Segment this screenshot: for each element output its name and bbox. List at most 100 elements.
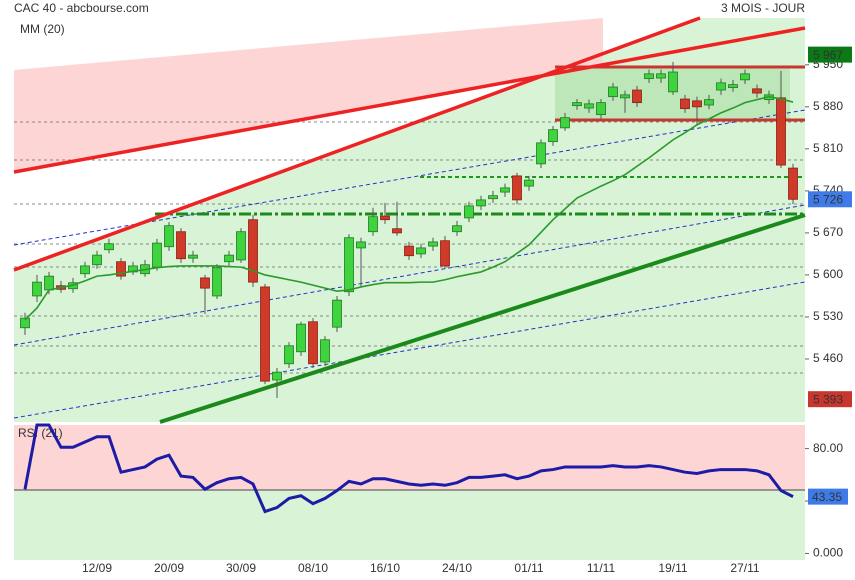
y-tick-label: 5 600 bbox=[813, 267, 843, 281]
x-tick-label: 27/11 bbox=[730, 561, 759, 575]
y-tick-label: 5 530 bbox=[813, 309, 843, 323]
candle-body bbox=[104, 243, 114, 251]
candle-body bbox=[320, 339, 330, 363]
level-badge bbox=[808, 391, 852, 408]
level-label: 5 726 bbox=[813, 192, 843, 206]
y-tick-label: 5 810 bbox=[813, 141, 843, 155]
candle-body bbox=[584, 103, 594, 109]
level-label: 5 393 bbox=[813, 392, 843, 406]
x-tick-label: 19/11 bbox=[658, 561, 687, 575]
candle-body bbox=[308, 321, 318, 365]
candle-body bbox=[200, 277, 210, 289]
candle-body bbox=[452, 225, 462, 233]
rsi-upper-zone bbox=[14, 425, 805, 490]
candle-body bbox=[680, 98, 690, 110]
candle-body bbox=[212, 267, 222, 297]
candle-body bbox=[368, 216, 378, 233]
candle-body bbox=[728, 84, 738, 89]
candle-body bbox=[344, 237, 354, 293]
trend-line-upper bbox=[13, 26, 806, 174]
candle-body bbox=[524, 179, 534, 187]
candle-body bbox=[332, 299, 342, 328]
zone-fill bbox=[14, 18, 603, 172]
value-badge bbox=[808, 488, 848, 505]
candle-body bbox=[644, 73, 654, 80]
moving-average-line bbox=[24, 95, 794, 321]
level-label: 5 967 bbox=[813, 48, 843, 62]
candle-body bbox=[428, 241, 438, 247]
x-tick-label: 30/09 bbox=[226, 561, 256, 575]
chart-title: CAC 40 - abcbourse.com bbox=[14, 1, 149, 15]
candle-body bbox=[500, 187, 510, 193]
x-tick-label: 16/10 bbox=[370, 561, 400, 575]
candle-body bbox=[116, 261, 126, 277]
candle-body bbox=[416, 247, 426, 255]
y-tick-label: 5 460 bbox=[813, 351, 843, 365]
level-badge bbox=[808, 46, 852, 63]
candle-body bbox=[548, 129, 558, 143]
candle-body bbox=[632, 89, 642, 104]
candle-body bbox=[188, 254, 198, 259]
x-tick-label: 08/10 bbox=[298, 561, 328, 575]
candle-body bbox=[560, 117, 570, 129]
candle-body bbox=[788, 167, 798, 200]
candle-body bbox=[80, 265, 90, 275]
candle-body bbox=[20, 317, 30, 329]
candle-body bbox=[704, 99, 714, 106]
candle-body bbox=[176, 231, 186, 260]
candle-body bbox=[248, 219, 258, 283]
candle-body bbox=[752, 88, 762, 94]
candle-body bbox=[380, 215, 390, 221]
candle-body bbox=[272, 371, 282, 381]
x-tick-label: 11/11 bbox=[587, 561, 616, 575]
candle-body bbox=[236, 231, 246, 261]
candle-body bbox=[512, 175, 522, 201]
candle-body bbox=[740, 73, 750, 81]
candle-body bbox=[284, 345, 294, 365]
candle-body bbox=[260, 286, 270, 382]
candle-body bbox=[44, 275, 54, 291]
y-tick-label: 5 880 bbox=[813, 99, 843, 113]
candle-body bbox=[476, 199, 486, 207]
x-tick-label: 24/10 bbox=[442, 561, 472, 575]
candle-body bbox=[464, 205, 474, 219]
candle-body bbox=[656, 73, 666, 79]
trend-line-upper bbox=[13, 16, 701, 272]
candle-body bbox=[776, 97, 786, 166]
value-label: 43.35 bbox=[812, 490, 842, 504]
candle-body bbox=[536, 142, 546, 165]
y-tick-label: 80.00 bbox=[813, 441, 843, 455]
x-tick-label: 20/09 bbox=[154, 561, 184, 575]
candle-body bbox=[620, 94, 630, 99]
level-badge bbox=[808, 191, 852, 208]
candle-body bbox=[224, 254, 234, 263]
rsi-lower-zone bbox=[14, 490, 805, 560]
candle-body bbox=[572, 102, 582, 107]
candle-body bbox=[32, 281, 42, 297]
candle-body bbox=[92, 254, 102, 266]
legend-entry: MM (20) bbox=[20, 22, 65, 36]
candle-body bbox=[296, 323, 306, 353]
candle-body bbox=[608, 86, 618, 98]
chart-subtitle: 3 MOIS - JOUR bbox=[721, 1, 805, 15]
trend-line bbox=[13, 204, 806, 346]
y-tick-label: 5 670 bbox=[813, 225, 843, 239]
candle-body bbox=[488, 195, 498, 200]
candle-body bbox=[404, 245, 414, 257]
candle-body bbox=[692, 100, 702, 108]
trend-line-lower bbox=[159, 213, 806, 424]
x-tick-label: 01/11 bbox=[514, 561, 543, 575]
candle-body bbox=[164, 225, 174, 248]
candle-body bbox=[668, 71, 678, 93]
candle-body bbox=[392, 228, 402, 234]
trend-line bbox=[13, 281, 806, 419]
candle-body bbox=[440, 240, 450, 267]
x-tick-label: 12/09 bbox=[82, 561, 112, 575]
candle-body bbox=[596, 102, 606, 116]
candle-body bbox=[152, 242, 162, 268]
y-tick-label: 0.000 bbox=[813, 546, 843, 560]
candle-body bbox=[356, 241, 366, 249]
candle-body bbox=[716, 82, 726, 91]
rsi-line bbox=[23, 423, 794, 514]
